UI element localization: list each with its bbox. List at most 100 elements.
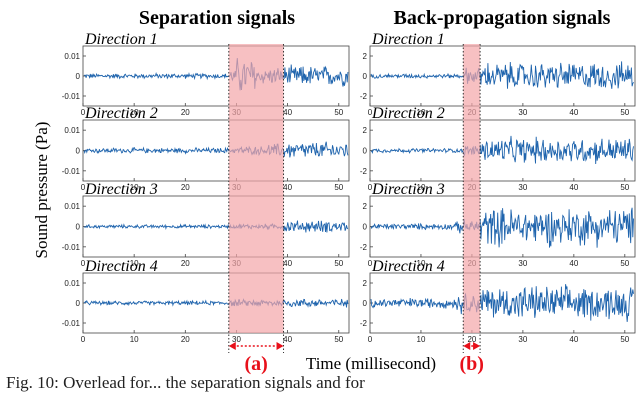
x-tick-label: 40 [569,259,578,268]
x-tick-label: 10 [130,259,139,268]
x-tick-label: 10 [417,183,426,192]
x-tick-label: 40 [283,183,292,192]
y-tick-label: 0 [76,147,81,156]
y-tick-label: 0 [76,299,81,308]
highlight-region [228,44,284,333]
x-tick-label: 50 [620,108,629,117]
signal-trace [83,58,349,91]
x-tick-label: 0 [81,183,86,192]
x-tick-label: 0 [81,259,86,268]
signal-trace [83,141,349,158]
span-arrow-right [473,342,481,350]
signal-trace [370,61,634,89]
y-tick-label: -0.01 [62,243,81,252]
x-tick-label: 0 [81,108,86,117]
x-tick-label: 40 [569,108,578,117]
figure-caption: Fig. 10: Overlead for... the separation … [6,373,365,392]
highlight-2: (b) [459,44,484,375]
y-tick-label: -0.01 [62,92,81,101]
direction-label: Direction 2 [84,105,158,122]
x-tick-label: 0 [368,108,373,117]
x-tick-label: 0 [368,259,373,268]
span-arrow-left [463,342,471,350]
direction-label: Direction 3 [371,181,445,198]
x-tick-label: 40 [569,183,578,192]
y-tick-label: 2 [363,52,368,61]
y-tick-label: -2 [360,167,368,176]
x-tick-label: 30 [518,259,527,268]
y-tick-label: 0.01 [64,279,80,288]
y-tick-label: 0.01 [64,126,80,135]
x-tick-label: 10 [417,335,426,344]
signal-trace [83,298,349,308]
x-tick-label: 20 [181,183,190,192]
signal-trace [370,135,634,165]
x-tick-label: 10 [130,183,139,192]
highlight-1: (a) [228,44,285,375]
span-arrow-left [228,342,236,350]
direction-label: Direction 4 [84,258,158,275]
y-tick-label: 2 [363,126,368,135]
x-tick-label: 0 [81,335,86,344]
y-tick-label: -2 [360,319,368,328]
x-tick-label: 50 [334,108,343,117]
chart-title: Separation signals [139,7,295,29]
x-tick-label: 40 [283,259,292,268]
direction-label: Direction 4 [371,258,445,275]
x-tick-label: 50 [334,335,343,344]
x-tick-label: 50 [334,183,343,192]
x-tick-label: 30 [232,335,241,344]
y-tick-label: 0.01 [64,52,80,61]
y-axis-label: Sound pressure (Pa) [32,122,51,259]
signal-trace [370,207,634,248]
x-tick-label: 10 [417,259,426,268]
chart-title: Back-propagation signals [394,7,611,29]
highlight-label: (a) [244,353,267,375]
y-tick-label: 0 [76,72,81,81]
y-tick-label: 2 [363,279,368,288]
x-tick-label: 50 [620,259,629,268]
highlight-label: (b) [459,353,483,375]
x-tick-label: 0 [368,183,373,192]
x-tick-label: 20 [181,335,190,344]
x-tick-label: 50 [620,335,629,344]
chart-1: Separation signals0.010-0.0101020304050D… [62,7,350,375]
y-tick-label: 0 [363,147,368,156]
x-tick-label: 20 [467,335,476,344]
y-tick-label: -0.01 [62,167,81,176]
span-arrow-right [276,342,284,350]
y-tick-label: 0.01 [64,202,80,211]
x-tick-label: 40 [283,108,292,117]
chart-2: Back-propagation signals20-201020304050D… [360,7,636,375]
x-tick-label: 20 [181,259,190,268]
x-tick-label: 50 [334,259,343,268]
y-tick-label: 0 [363,223,368,232]
direction-label: Direction 3 [84,181,158,198]
x-tick-label: 10 [417,108,426,117]
y-tick-label: 0 [363,72,368,81]
signal-trace [370,284,634,322]
x-tick-label: 30 [518,108,527,117]
y-tick-label: -2 [360,92,368,101]
y-tick-label: 0 [76,223,81,232]
direction-label: Direction 1 [371,31,445,48]
x-tick-label: 10 [130,335,139,344]
x-axis-label: Time (millisecond) [306,354,436,373]
x-tick-label: 40 [569,335,578,344]
x-tick-label: 50 [620,183,629,192]
y-tick-label: 2 [363,202,368,211]
x-tick-label: 10 [130,108,139,117]
x-tick-label: 20 [181,108,190,117]
x-tick-label: 0 [368,335,373,344]
direction-label: Direction 1 [84,31,158,48]
x-tick-label: 30 [518,183,527,192]
